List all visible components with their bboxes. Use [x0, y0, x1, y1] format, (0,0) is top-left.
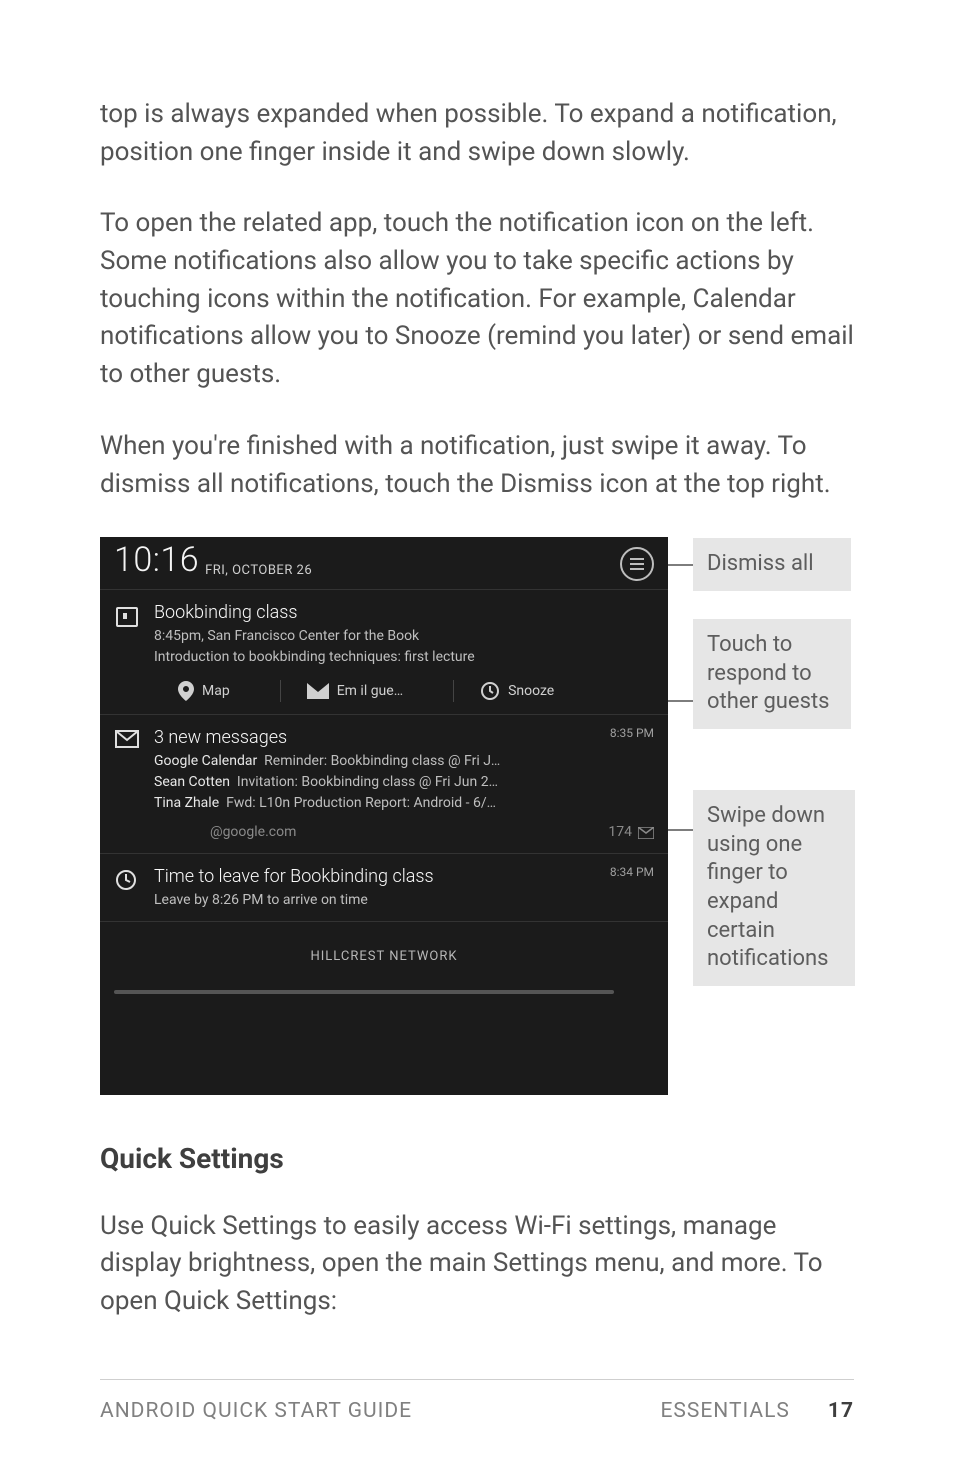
callout-touch-respond: Touch to respond to other guests [693, 619, 851, 729]
email-icon: + [307, 683, 329, 699]
notification-subtitle: 8:45pm, San Francisco Center for the Boo… [154, 626, 654, 647]
shade-time: 10:16 [114, 536, 199, 585]
section-heading-quick-settings: Quick Settings [100, 1139, 854, 1180]
shade-header: 10:16 FRI, OCTOBER 26 [100, 537, 668, 589]
map-pin-icon [178, 681, 194, 701]
notification-account: @google.com [210, 822, 296, 842]
calendar-icon [114, 600, 154, 668]
svg-text:+: + [325, 691, 329, 699]
notification-shade-figure: Dismiss all Touch to respond to other gu… [100, 537, 852, 1095]
notification-title: Bookbinding class [154, 600, 654, 626]
email-row-1: Google Calendar Reminder: Bookbinding cl… [154, 751, 654, 772]
notification-timestamp: 8:35 PM [610, 725, 654, 742]
action-email-label: Em il gue… [337, 681, 403, 701]
footer-chapter-title: ESSENTIALS [660, 1396, 789, 1426]
notification-shade: 10:16 FRI, OCTOBER 26 [100, 537, 668, 1095]
notification-body: Leave by 8:26 PM to arrive on time [154, 890, 654, 911]
section-paragraph: Use Quick Settings to easily access Wi-F… [100, 1208, 854, 1321]
notification-title: Time to leave for Bookbinding class [154, 864, 654, 890]
action-map[interactable]: Map [170, 681, 238, 701]
body-paragraph-3: When you're finished with a notification… [100, 428, 854, 503]
email-row-3: Tina Zhale Fwd: L10n Production Report: … [154, 793, 654, 814]
dismiss-all-icon[interactable] [620, 547, 654, 581]
notification-count: 174 [608, 822, 654, 842]
notification-body: Introduction to bookbinding techniques: … [154, 647, 654, 668]
clock-outline-icon [114, 864, 154, 911]
notification-time-to-leave[interactable]: 8:34 PM Time to leave for Bookbinding cl… [100, 853, 668, 921]
gmail-icon [114, 725, 154, 842]
action-email-guests[interactable]: + Em il gue… [272, 680, 411, 702]
footer-page-number: 17 [828, 1396, 854, 1426]
clock-icon [480, 681, 500, 701]
network-name: HILLCREST NETWORK [311, 948, 458, 967]
action-map-label: Map [202, 681, 230, 701]
notification-timestamp: 8:34 PM [610, 864, 654, 881]
scroll-indicator [114, 990, 614, 994]
email-row-2: Sean Cotten Invitation: Bookbinding clas… [154, 772, 654, 793]
envelope-icon [638, 827, 654, 839]
network-row: HILLCREST NETWORK [100, 921, 668, 994]
body-paragraph-2: To open the related app, touch the notif… [100, 205, 854, 393]
footer-guide-title: ANDROID QUICK START GUIDE [100, 1396, 660, 1426]
shade-date: FRI, OCTOBER 26 [205, 562, 312, 581]
callout-swipe-expand: Swipe down using one finger to expand ce… [693, 790, 855, 986]
callout-dismiss-all: Dismiss all [693, 538, 851, 591]
body-paragraph-1: top is always expanded when possible. To… [100, 96, 854, 171]
page-footer: ANDROID QUICK START GUIDE ESSENTIALS 17 [100, 1379, 854, 1426]
action-snooze-label: Snooze [508, 681, 554, 701]
action-snooze[interactable]: Snooze [445, 680, 562, 702]
notification-title: 3 new messages [154, 725, 654, 751]
notification-email-bundle[interactable]: 8:35 PM 3 new messages Google Calendar R… [100, 714, 668, 852]
notification-calendar[interactable]: Bookbinding class 8:45pm, San Francisco … [100, 589, 668, 714]
